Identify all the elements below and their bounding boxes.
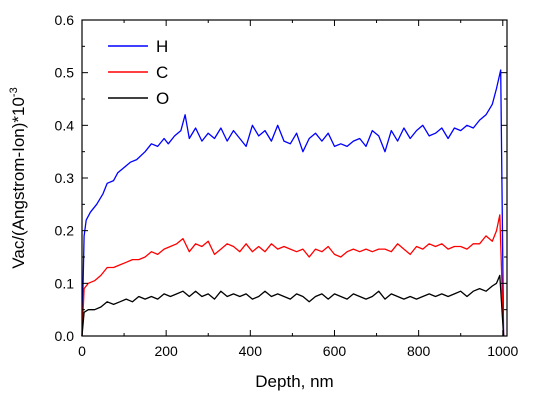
- series-line-H: [81, 69, 505, 337]
- y-tick-label: 0.3: [55, 170, 75, 186]
- y-tick-label: 0.6: [55, 12, 75, 28]
- plot-frame: [81, 19, 508, 337]
- y-axis-title-main: Vac/(Angstrom-Ion)*10: [9, 97, 28, 269]
- series-line-O: [81, 274, 505, 337]
- x-tick-label: 0: [78, 343, 86, 359]
- y-tick-label: 0.1: [55, 275, 75, 291]
- legend: HCO: [108, 37, 169, 108]
- legend-label-O: O: [156, 89, 169, 108]
- x-axis-title: Depth, nm: [255, 372, 333, 391]
- ticks-layer: 0 200 400 600 800 1000 0.0 0.1 0.2 0.3 0.4 0.5 0.6: [55, 12, 519, 359]
- x-tick-label: 600: [323, 343, 347, 359]
- x-tick-label: 800: [407, 343, 431, 359]
- legend-label-H: H: [156, 37, 168, 56]
- y-axis-title-exponent: -3: [8, 87, 20, 97]
- y-tick-label: 0.0: [55, 328, 75, 344]
- legend-label-C: C: [156, 63, 168, 82]
- y-axis-title: Vac/(Angstrom-Ion)*10-3: [8, 87, 28, 268]
- y-tick-label: 0.2: [55, 223, 75, 239]
- x-tick-label: 200: [154, 343, 178, 359]
- y-tick-label: 0.5: [55, 65, 75, 81]
- series-layer: [81, 69, 505, 337]
- series-line-C: [81, 214, 505, 337]
- x-tick-label: 400: [239, 343, 263, 359]
- y-tick-label: 0.4: [55, 117, 75, 133]
- x-tick-label: 1000: [487, 343, 518, 359]
